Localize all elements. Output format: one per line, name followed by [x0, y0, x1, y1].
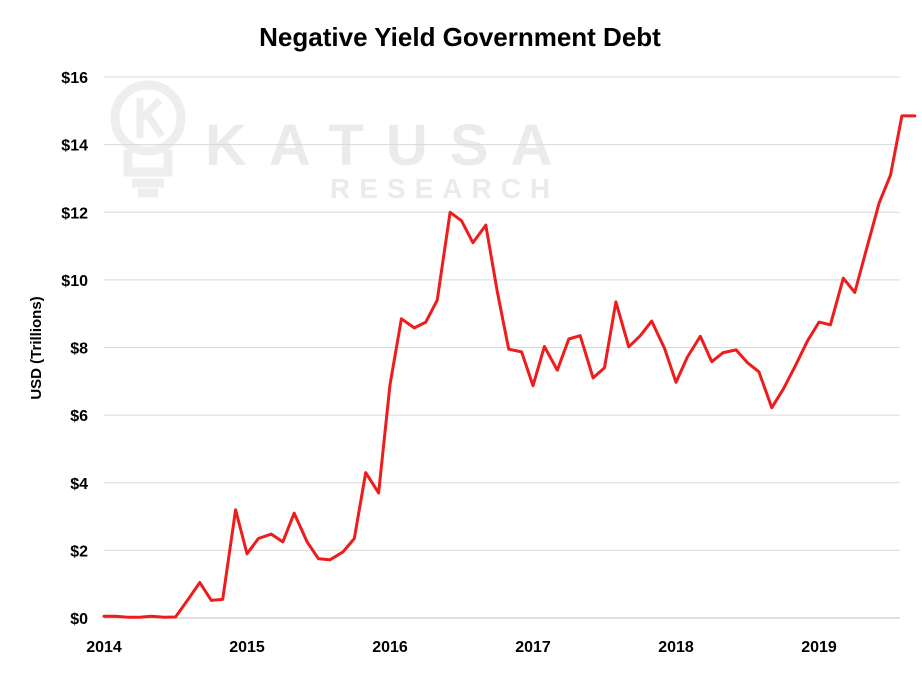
y-tick-label: $12	[61, 205, 88, 222]
x-tick-label: 2017	[515, 639, 551, 656]
chart-title: Negative Yield Government Debt	[259, 22, 661, 52]
y-tick-label: $4	[70, 476, 88, 493]
lightbulb-k-icon	[110, 80, 186, 198]
y-axis-ticks: $0 $2 $4 $6 $8 $10 $12 $14 $16	[61, 70, 88, 628]
gridlines	[104, 76, 900, 551]
y-tick-label: $10	[61, 273, 88, 290]
y-tick-label: $6	[70, 408, 88, 425]
x-tick-label: 2018	[658, 639, 694, 656]
watermark-brand: KATUSA	[205, 113, 574, 178]
watermark-sub: RESEARCH	[330, 173, 559, 204]
series-line	[102, 114, 917, 619]
y-axis-label: USD (Trillions)	[28, 296, 45, 399]
y-tick-label: $2	[70, 543, 88, 560]
x-tick-label: 2015	[229, 639, 265, 656]
y-tick-label: $0	[70, 611, 88, 628]
x-tick-label: 2014	[86, 639, 122, 656]
watermark: KATUSA RESEARCH	[110, 80, 574, 204]
y-tick-label: $16	[61, 70, 88, 87]
y-tick-label: $14	[61, 138, 88, 155]
x-tick-label: 2016	[372, 639, 408, 656]
x-axis-ticks: 2014 2015 2016 2017 2018 2019	[86, 639, 837, 656]
x-tick-label: 2019	[801, 639, 837, 656]
y-tick-label: $8	[70, 341, 88, 358]
